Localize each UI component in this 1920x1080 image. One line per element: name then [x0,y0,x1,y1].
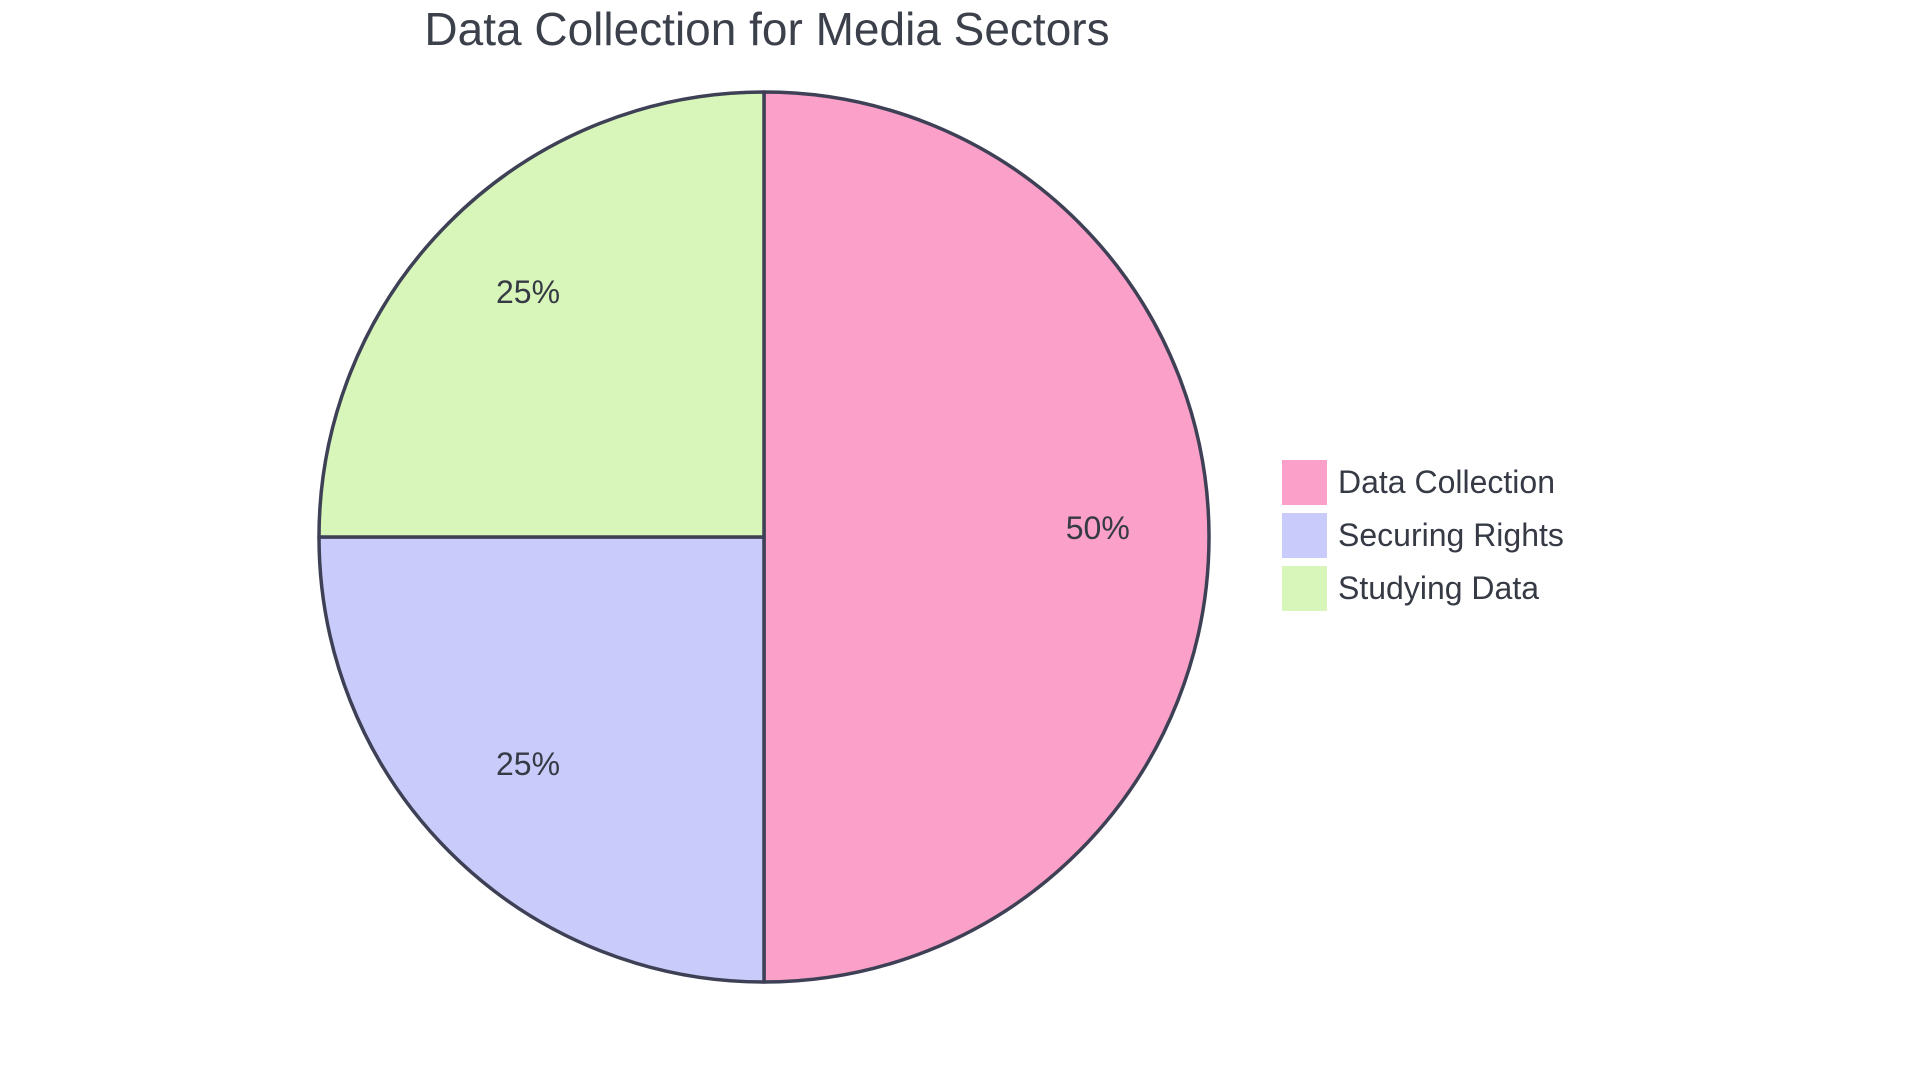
legend-swatch-data-collection [1282,460,1327,505]
pie-slice-data-collection[interactable] [762,90,1211,984]
legend-item-data-collection[interactable]: Data Collection [1282,460,1564,505]
legend-swatch-studying-data [1282,566,1327,611]
pie-slice-studying-data[interactable] [317,90,766,539]
slice-percent-label-securing-rights: 25% [496,746,560,782]
slice-percent-label-data-collection: 50% [1066,510,1130,546]
legend-item-studying-data[interactable]: Studying Data [1282,566,1564,611]
legend-label-securing-rights: Securing Rights [1338,517,1564,553]
chart-title: Data Collection for Media Sectors [424,3,1110,55]
legend-label-studying-data: Studying Data [1338,570,1540,606]
legend: Data Collection Securing Rights Studying D… [1282,460,1564,611]
legend-label-data-collection: Data Collection [1338,464,1555,500]
legend-swatch-securing-rights [1282,513,1327,558]
pie-slice-securing-rights[interactable] [317,535,766,984]
legend-item-securing-rights[interactable]: Securing Rights [1282,513,1564,558]
slice-percent-label-studying-data: 25% [496,274,560,310]
